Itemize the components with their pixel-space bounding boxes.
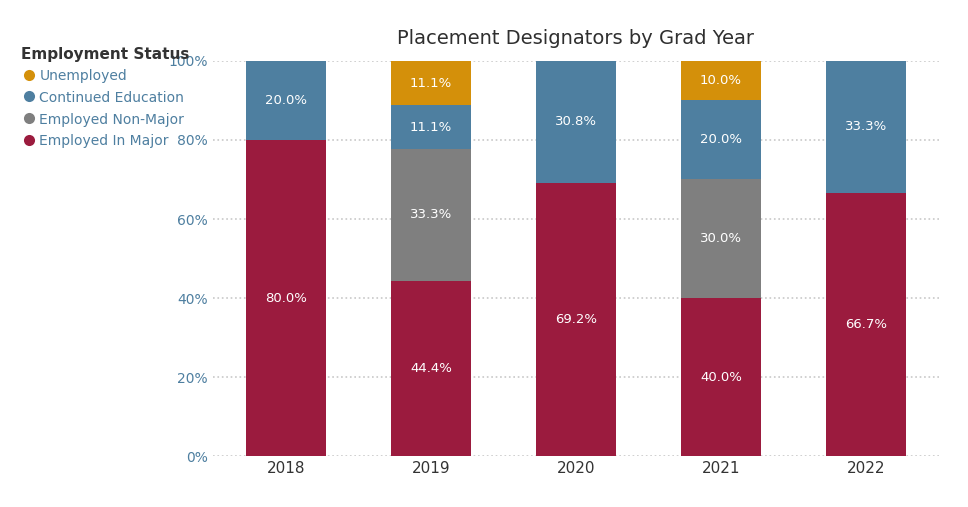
Text: 11.1%: 11.1% bbox=[409, 77, 452, 90]
Bar bbox=[391, 281, 470, 456]
Text: 20.0%: 20.0% bbox=[700, 133, 742, 147]
Title: Placement Designators by Grad Year: Placement Designators by Grad Year bbox=[398, 29, 754, 48]
Bar bbox=[681, 100, 761, 179]
Text: 10.0%: 10.0% bbox=[700, 74, 742, 87]
Bar bbox=[536, 61, 616, 183]
Text: 30.0%: 30.0% bbox=[700, 232, 742, 245]
Bar bbox=[246, 140, 326, 456]
Bar bbox=[681, 179, 761, 298]
Bar bbox=[391, 149, 470, 281]
Bar bbox=[391, 61, 470, 105]
Bar bbox=[826, 61, 906, 193]
Text: 44.4%: 44.4% bbox=[410, 362, 452, 375]
Text: 40.0%: 40.0% bbox=[700, 371, 741, 384]
Text: 66.7%: 66.7% bbox=[845, 318, 887, 331]
Bar bbox=[536, 183, 616, 456]
Text: 33.3%: 33.3% bbox=[845, 120, 888, 133]
Bar bbox=[681, 61, 761, 100]
Legend: Unemployed, Continued Education, Employed Non-Major, Employed In Major: Unemployed, Continued Education, Employe… bbox=[16, 43, 194, 152]
Text: 20.0%: 20.0% bbox=[265, 94, 307, 107]
Text: 69.2%: 69.2% bbox=[555, 313, 597, 326]
Text: 33.3%: 33.3% bbox=[409, 208, 452, 222]
Bar bbox=[246, 61, 326, 140]
Bar bbox=[391, 105, 470, 149]
Bar bbox=[826, 193, 906, 456]
Text: 30.8%: 30.8% bbox=[555, 115, 597, 128]
Bar bbox=[681, 298, 761, 456]
Text: 11.1%: 11.1% bbox=[409, 121, 452, 133]
Text: 80.0%: 80.0% bbox=[265, 292, 307, 305]
